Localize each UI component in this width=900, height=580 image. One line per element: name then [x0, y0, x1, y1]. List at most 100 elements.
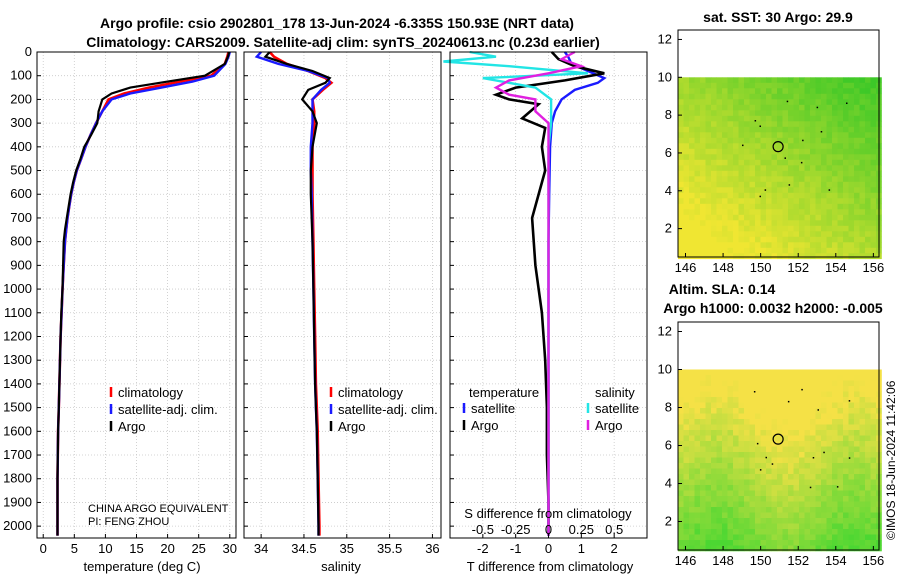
map-cell — [832, 176, 838, 183]
map-cell — [716, 457, 723, 464]
map-cell — [843, 501, 849, 508]
map-cell — [744, 474, 750, 480]
map-cell — [755, 181, 761, 188]
map-cell — [848, 253, 855, 260]
map-cell — [694, 512, 701, 519]
map-cell — [694, 159, 701, 166]
map-cell — [766, 523, 772, 530]
map-cell — [755, 137, 761, 144]
map-cell — [870, 540, 877, 546]
map-cell — [694, 209, 701, 216]
map-cell — [782, 441, 789, 447]
map-cell — [865, 148, 871, 155]
map-cell — [694, 468, 701, 475]
map-cell — [815, 110, 822, 117]
map-cell — [843, 529, 849, 535]
map-cell — [683, 446, 690, 453]
map-cell — [722, 452, 728, 458]
map-cell — [799, 115, 805, 122]
map-cell — [683, 468, 690, 475]
map-cell — [749, 419, 756, 425]
map-cell — [700, 99, 706, 106]
map-cell — [793, 441, 800, 447]
map-cell — [766, 198, 772, 205]
map-cell — [810, 99, 816, 106]
map-cell — [749, 452, 756, 458]
map-cell — [870, 408, 877, 414]
argo-float-marker — [772, 433, 784, 445]
map-cell — [854, 181, 860, 188]
map-cell — [678, 165, 684, 172]
map-cell — [689, 165, 695, 172]
map-cell — [716, 99, 723, 106]
map-cell — [716, 82, 723, 89]
map-cell — [799, 463, 805, 469]
map-cell — [826, 104, 833, 111]
map-cell — [788, 375, 794, 381]
map-cell — [799, 380, 805, 387]
map-cell — [722, 82, 728, 89]
map-cell — [821, 507, 827, 513]
map-cell — [821, 369, 827, 376]
map-cell — [810, 424, 816, 431]
map-cell — [766, 501, 772, 508]
map-cell — [771, 110, 778, 117]
map-cell — [810, 512, 816, 519]
map-cell — [771, 545, 778, 552]
map-cell — [793, 253, 800, 260]
map-cell — [865, 203, 871, 210]
map-cell — [755, 501, 761, 508]
map-cell — [705, 137, 712, 144]
map-cell — [815, 463, 822, 469]
map-cell — [705, 93, 712, 100]
salinity-axis-label: salinity — [321, 559, 361, 574]
map-cell — [766, 220, 772, 227]
map-cell — [689, 242, 695, 249]
map-cell — [711, 545, 717, 552]
map-cell — [843, 479, 849, 486]
map-cell — [716, 380, 723, 387]
map-cell — [733, 187, 739, 194]
map-cell — [782, 457, 789, 464]
map-cell — [788, 143, 794, 150]
map-cell — [694, 501, 701, 508]
map-cell — [722, 529, 728, 535]
map-cell — [782, 170, 789, 177]
map-cell — [782, 192, 789, 199]
map-cell — [848, 154, 855, 161]
map-cell — [694, 529, 701, 535]
map-cell — [694, 375, 701, 381]
map-cell — [793, 529, 800, 535]
map-cell — [711, 176, 717, 183]
map-cell — [793, 479, 800, 486]
map-cell — [760, 126, 767, 133]
map-cell — [694, 231, 701, 238]
map-cell — [832, 424, 838, 431]
map-cell — [738, 115, 745, 122]
map-cell — [821, 391, 827, 398]
map-cell — [749, 430, 756, 436]
map-cell — [843, 209, 849, 216]
map-cell — [716, 534, 723, 541]
map-cell — [755, 391, 761, 398]
map-cell — [755, 419, 761, 425]
map-cell — [749, 380, 756, 387]
map-cell — [865, 132, 871, 139]
map-cell — [843, 137, 849, 144]
map-cell — [815, 501, 822, 508]
map-cell — [738, 231, 745, 238]
map-cell — [694, 408, 701, 414]
map-cell — [815, 176, 822, 183]
map-cell — [832, 540, 838, 546]
map-cell — [782, 375, 789, 381]
map-cell — [733, 507, 739, 513]
map-cell — [804, 375, 811, 381]
map-cell — [859, 88, 866, 95]
map-cell — [689, 457, 695, 464]
island-speck — [800, 161, 803, 164]
map-cell — [854, 137, 860, 144]
map-cell — [854, 534, 860, 541]
map-cell — [700, 192, 706, 199]
map-cell — [865, 165, 871, 172]
